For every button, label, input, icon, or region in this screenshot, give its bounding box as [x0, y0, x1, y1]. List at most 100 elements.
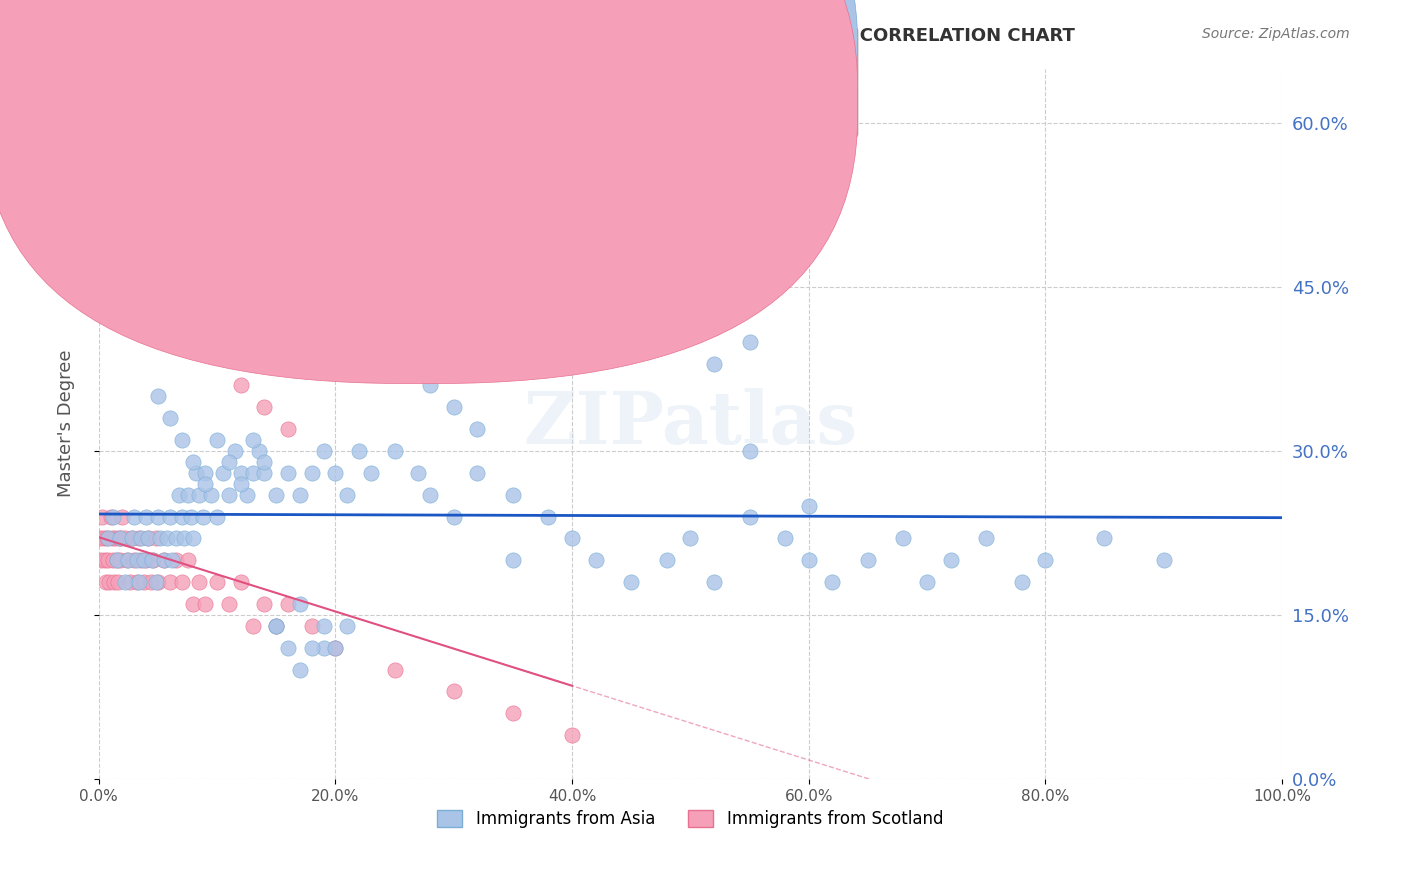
Point	[419, 378, 441, 392]
Point	[620, 575, 643, 590]
Point	[138, 532, 160, 546]
Text: IMMIGRANTS FROM ASIA VS IMMIGRANTS FROM SCOTLAND MASTER'S DEGREE CORRELATION CHA: IMMIGRANTS FROM ASIA VS IMMIGRANTS FROM …	[56, 27, 1076, 45]
Point	[131, 532, 153, 546]
Point	[110, 532, 132, 546]
Point	[703, 575, 725, 590]
Point	[1033, 553, 1056, 567]
Point	[229, 575, 252, 590]
Point	[703, 357, 725, 371]
Point	[97, 553, 120, 567]
Point	[125, 575, 148, 590]
Point	[585, 553, 607, 567]
Point	[128, 532, 150, 546]
Point	[94, 575, 117, 590]
Point	[443, 401, 465, 415]
Point	[419, 488, 441, 502]
Point	[96, 532, 118, 546]
Point	[242, 466, 264, 480]
Text: 60: 60	[598, 95, 623, 113]
Point	[145, 575, 167, 590]
Point	[821, 575, 844, 590]
Point	[121, 532, 143, 546]
Point	[384, 663, 406, 677]
Point	[301, 619, 323, 633]
Point	[108, 532, 131, 546]
Point	[242, 619, 264, 633]
Point	[131, 553, 153, 567]
Point	[124, 553, 146, 567]
Point	[218, 455, 240, 469]
Point	[191, 509, 214, 524]
Point	[146, 389, 169, 403]
Point	[170, 575, 193, 590]
Point	[141, 553, 163, 567]
Point	[655, 553, 678, 567]
Point	[118, 575, 141, 590]
Point	[105, 553, 128, 567]
Point	[132, 553, 155, 567]
Point	[797, 499, 820, 513]
Point	[153, 553, 176, 567]
Point	[205, 291, 228, 305]
Point	[145, 532, 167, 546]
Point	[502, 488, 524, 502]
Point	[915, 575, 938, 590]
Point	[561, 532, 583, 546]
Point	[229, 466, 252, 480]
Point	[149, 532, 172, 546]
Point	[253, 455, 276, 469]
Point	[180, 509, 202, 524]
Point	[146, 575, 169, 590]
Point	[277, 466, 299, 480]
Point	[101, 553, 124, 567]
Point	[224, 444, 246, 458]
Point	[288, 488, 311, 502]
Point	[264, 619, 287, 633]
Point	[107, 575, 129, 590]
Point	[467, 422, 489, 436]
Point	[111, 509, 134, 524]
Point	[738, 509, 761, 524]
Point	[188, 575, 211, 590]
Point	[194, 476, 217, 491]
Point	[103, 575, 125, 590]
Point	[132, 575, 155, 590]
Point	[200, 488, 222, 502]
Point	[253, 466, 276, 480]
Point	[159, 411, 181, 425]
Point	[264, 619, 287, 633]
Text: 107: 107	[598, 52, 636, 70]
Point	[1153, 553, 1175, 567]
Point	[312, 444, 335, 458]
Point	[773, 532, 796, 546]
Point	[679, 532, 702, 546]
Point	[253, 597, 276, 611]
Point	[679, 313, 702, 327]
Point	[165, 532, 187, 546]
Point	[325, 640, 347, 655]
Legend: Immigrants from Asia, Immigrants from Scotland: Immigrants from Asia, Immigrants from Sc…	[430, 803, 950, 835]
Point	[212, 466, 235, 480]
Text: N =: N =	[555, 95, 595, 113]
Point	[229, 378, 252, 392]
Point	[277, 597, 299, 611]
Point	[1094, 532, 1116, 546]
Point	[738, 444, 761, 458]
Point	[277, 422, 299, 436]
Point	[90, 553, 112, 567]
Point	[1011, 575, 1033, 590]
Text: Source: ZipAtlas.com: Source: ZipAtlas.com	[1202, 27, 1350, 41]
Point	[336, 619, 359, 633]
Point	[108, 553, 131, 567]
Point	[797, 553, 820, 567]
Point	[184, 466, 207, 480]
Text: ZIPatlas: ZIPatlas	[523, 388, 858, 459]
Text: -0.197: -0.197	[489, 95, 554, 113]
Point	[443, 509, 465, 524]
Point	[108, 532, 131, 546]
Point	[139, 575, 162, 590]
Point	[655, 291, 678, 305]
Point	[360, 466, 382, 480]
Point	[91, 509, 114, 524]
Point	[170, 509, 193, 524]
